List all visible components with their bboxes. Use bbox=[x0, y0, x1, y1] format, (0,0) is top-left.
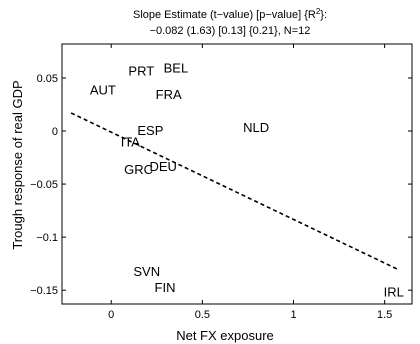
y-tick-label: 0.05 bbox=[37, 73, 58, 85]
chart-title-line-2: −0.082 (1.63) [0.13] {0.21}, N=12 bbox=[150, 25, 311, 37]
point-label-irl: IRL bbox=[384, 284, 404, 299]
point-label-grc: GRC bbox=[124, 162, 153, 177]
point-label-ita: ITA bbox=[121, 135, 141, 150]
point-label-svn: SVN bbox=[133, 264, 160, 279]
point-label-fra: FRA bbox=[156, 87, 182, 102]
plot-area bbox=[61, 43, 413, 305]
y-tick-label: −0.15 bbox=[30, 285, 58, 297]
point-label-prt: PRT bbox=[128, 64, 154, 79]
plot-frame bbox=[61, 43, 413, 305]
point-label-bel: BEL bbox=[164, 60, 189, 75]
y-tick-label: −0.05 bbox=[30, 179, 58, 191]
x-axis-ticks: 0 0.5 1 1.5 bbox=[108, 44, 392, 321]
fit-line-group bbox=[70, 112, 400, 271]
point-label-deu: DEU bbox=[149, 159, 176, 174]
x-tick-label: 1.5 bbox=[377, 309, 392, 321]
y-axis-label: Trough response of real GDP bbox=[10, 80, 25, 249]
x-tick-label: 0 bbox=[108, 309, 114, 321]
point-label-esp: ESP bbox=[137, 123, 163, 138]
y-tick-label: −0.1 bbox=[36, 232, 58, 244]
chart-title-line-1: Slope Estimate (t−value) [p−value] {R2}: bbox=[133, 7, 327, 22]
x-tick-label: 1 bbox=[290, 309, 296, 321]
point-label-fin: FIN bbox=[155, 280, 176, 295]
x-axis-label: Net FX exposure bbox=[176, 328, 274, 343]
point-label-aut: AUT bbox=[90, 83, 116, 98]
y-tick-label: 0 bbox=[52, 126, 58, 138]
point-label-nld: NLD bbox=[243, 120, 269, 135]
x-tick-label: 0.5 bbox=[195, 309, 210, 321]
y-axis-ticks: 0.05 0 −0.05 −0.1 −0.15 bbox=[30, 73, 412, 297]
fit-line bbox=[70, 112, 400, 271]
